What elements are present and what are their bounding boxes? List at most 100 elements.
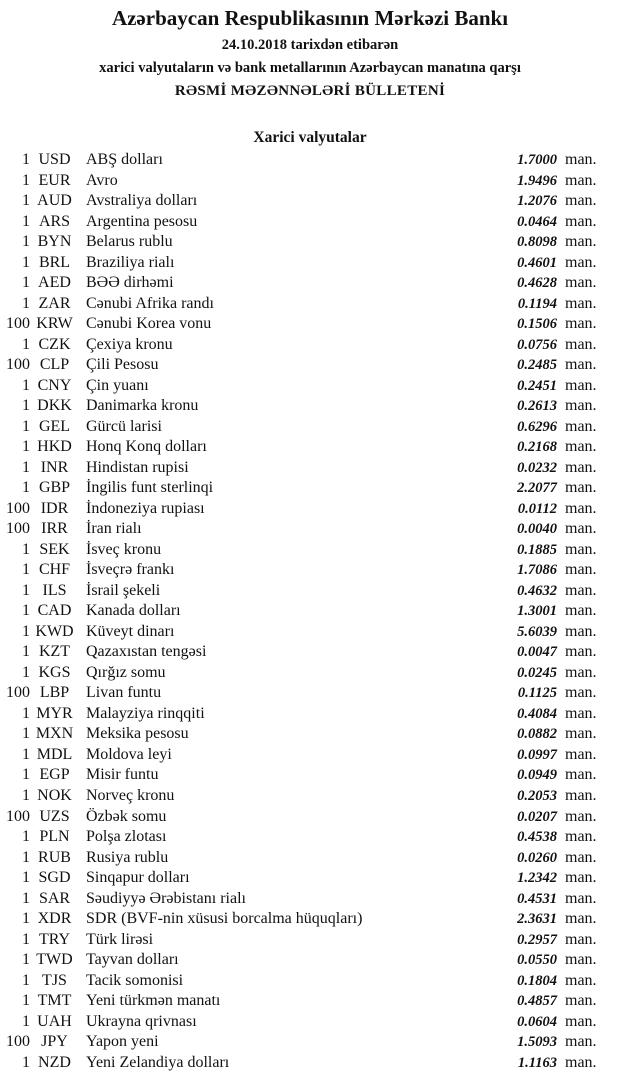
rate-row: 1 NZD Yeni Zelandiya dolları 1.1163 man.: [0, 1053, 620, 1073]
currency-code: SGD: [38, 869, 71, 887]
unit-label: man.: [565, 828, 597, 846]
currency-name: Yeni türkmən manatı: [86, 992, 221, 1010]
exchange-rate: 0.4628: [517, 275, 557, 292]
exchange-rate: 2.3631: [517, 911, 557, 928]
unit-label: man.: [565, 910, 597, 928]
currency-name: Cənubi Afrika randı: [86, 294, 214, 312]
rate-row: 1 ARS Argentina pesosu 0.0464 man.: [0, 212, 620, 233]
bulletin-subtitle: xarici valyutaların və bank metallarının…: [99, 60, 521, 76]
currency-code: TJS: [42, 971, 67, 989]
currency-code: UZS: [39, 807, 70, 825]
section-heading: Xarici valyutalar: [253, 129, 367, 146]
currency-code: ILS: [42, 581, 67, 599]
exchange-rate: 1.3001: [517, 603, 557, 620]
unit-label: man.: [565, 151, 597, 168]
currency-quantity: 100: [6, 356, 30, 374]
rate-row: 1 TJS Tacik somonisi 0.1804 man.: [0, 971, 620, 992]
currency-code: GBP: [38, 479, 71, 497]
currency-name: Tayvan dolları: [86, 951, 179, 969]
currency-code: EGP: [39, 766, 70, 784]
currency-code: USD: [38, 151, 71, 168]
currency-quantity: 100: [6, 807, 30, 825]
currency-name: Ukrayna qrivnası: [86, 1012, 197, 1030]
rate-row: 1 CHF İsveçrə frankı 1.7086 man.: [0, 560, 620, 581]
rate-row: 1 GBP İngilis funt sterlinqi 2.2077 man.: [0, 478, 620, 499]
currency-quantity: 1: [22, 151, 30, 168]
exchange-rate: 0.0756: [517, 336, 557, 353]
exchange-rate: 0.8098: [517, 234, 557, 251]
currency-name: Tacik somonisi: [86, 971, 184, 989]
currency-name: İran rialı: [86, 520, 142, 538]
currency-quantity: 100: [6, 1033, 30, 1051]
exchange-rate: 1.1163: [517, 1054, 557, 1071]
currency-name: Özbək somu: [86, 807, 167, 825]
currency-code: RUB: [38, 848, 71, 866]
exchange-rate: 0.0207: [517, 808, 557, 825]
bank-title: Azərbaycan Respublikasının Mərkəzi Bankı: [111, 6, 509, 30]
exchange-rate: 0.1885: [517, 541, 557, 558]
currency-name: Meksika pesosu: [86, 725, 189, 743]
currency-code: SAR: [38, 889, 71, 907]
currency-quantity: 1: [22, 479, 30, 497]
exchange-rate: 0.0997: [517, 746, 557, 763]
currency-quantity: 1: [22, 725, 30, 743]
currency-code: JPY: [41, 1033, 68, 1051]
currency-name: İngilis funt sterlinqi: [86, 479, 214, 497]
exchange-rate: 0.4857: [517, 993, 557, 1010]
exchange-rate: 0.0604: [517, 1013, 557, 1030]
currency-name: Türk lirəsi: [86, 930, 154, 948]
currency-code: ZAR: [38, 294, 71, 312]
currency-quantity: 1: [22, 581, 30, 599]
currency-quantity: 1: [22, 233, 30, 251]
unit-label: man.: [565, 192, 597, 210]
currency-code: MXN: [35, 725, 74, 743]
exchange-rate: 0.0949: [517, 767, 557, 784]
unit-label: man.: [565, 376, 597, 394]
currency-name: İsveçrə frankı: [86, 561, 175, 579]
rate-row: 1 AED BƏƏ dirhəmi 0.4628 man.: [0, 273, 620, 294]
currency-quantity: 1: [22, 663, 30, 681]
currency-code: CLP: [39, 356, 70, 374]
exchange-rate: 1.2076: [517, 193, 557, 210]
exchange-rate: 0.4084: [517, 705, 557, 722]
rate-row: 100 JPY Yapon yeni 1.5093 man.: [0, 1032, 620, 1053]
exchange-rate: 0.1506: [517, 316, 557, 333]
rate-row: 1 EGP Misir funtu 0.0949 man.: [0, 765, 620, 786]
currency-quantity: 1: [22, 992, 30, 1010]
currency-quantity: 1: [22, 376, 30, 394]
unit-label: man.: [565, 540, 597, 558]
rate-row: 1 KWD Küveyt dinarı 5.6039 man.: [0, 622, 620, 643]
unit-label: man.: [565, 971, 597, 989]
rate-row: 1 TWD Tayvan dolları 0.0550 man.: [0, 950, 620, 971]
currency-quantity: 1: [22, 397, 30, 415]
currency-quantity: 100: [6, 520, 30, 538]
currency-quantity: 1: [22, 704, 30, 722]
rate-row: 1 CNY Çin yuanı 0.2451 man.: [0, 376, 620, 397]
currency-name: ABŞ dolları: [86, 151, 163, 168]
rate-row: 1 CZK Çexiya kronu 0.0756 man.: [0, 335, 620, 356]
currency-quantity: 1: [22, 869, 30, 887]
currency-name: Səudiyyə Ərəbistanı rialı: [86, 889, 246, 907]
unit-label: man.: [565, 499, 597, 517]
currency-quantity: 100: [6, 315, 30, 333]
currency-quantity: 1: [22, 253, 30, 271]
unit-label: man.: [565, 930, 597, 948]
unit-label: man.: [565, 745, 597, 763]
unit-label: man.: [565, 171, 597, 189]
currency-quantity: 1: [22, 971, 30, 989]
currency-name: Qırğız somu: [86, 663, 166, 681]
currency-code: BYN: [37, 233, 72, 251]
currency-quantity: 1: [22, 212, 30, 230]
exchange-rate: 0.4632: [517, 582, 557, 599]
currency-code: MYR: [36, 704, 73, 722]
unit-label: man.: [565, 274, 597, 292]
currency-name: Avstraliya dolları: [86, 192, 198, 210]
currency-name: İndoneziya rupiası: [86, 499, 205, 517]
unit-label: man.: [565, 1012, 597, 1030]
currency-name: Küveyt dinarı: [86, 622, 175, 640]
exchange-rate: 0.2053: [517, 787, 557, 804]
unit-label: man.: [565, 951, 597, 969]
currency-code: CNY: [37, 376, 72, 394]
exchange-rate: 0.0232: [517, 459, 557, 476]
currency-code: LBP: [39, 684, 70, 702]
